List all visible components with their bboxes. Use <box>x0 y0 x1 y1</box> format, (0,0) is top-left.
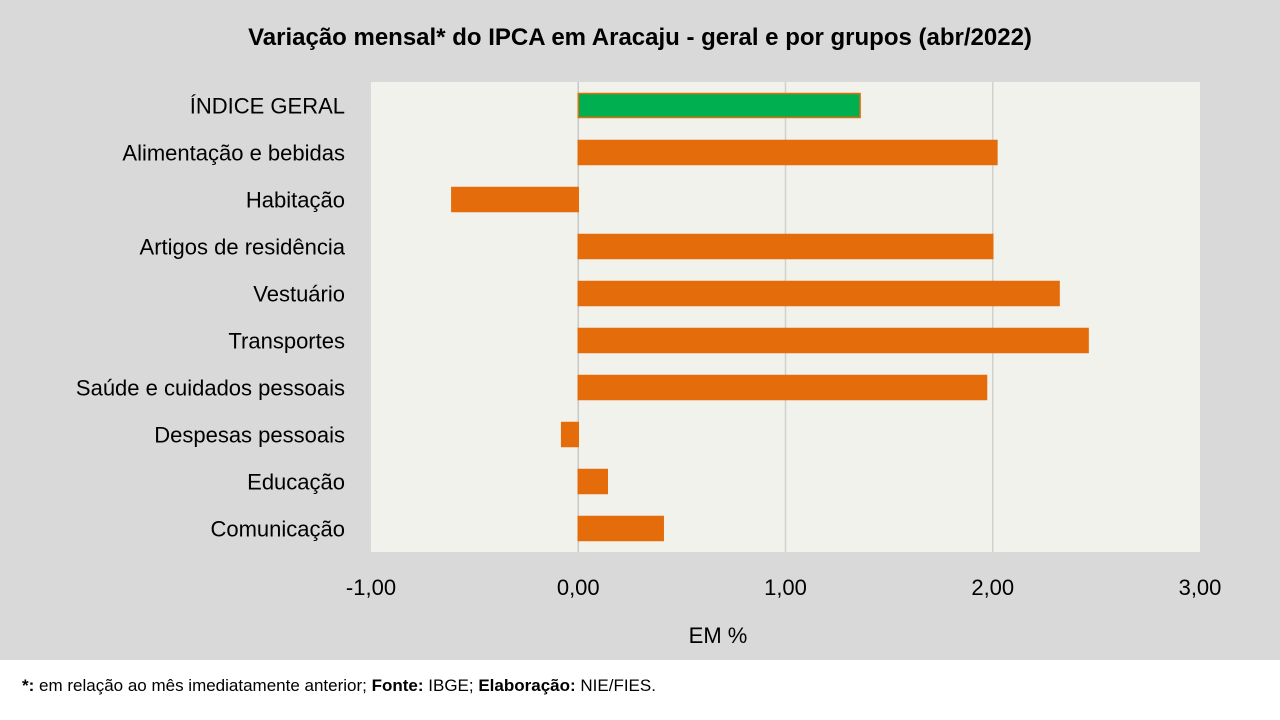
category-label: Habitação <box>246 188 345 213</box>
footnote-elaboration-label: Elaboração: <box>478 676 576 695</box>
footer: *: em relação ao mês imediatamente anter… <box>0 660 1280 720</box>
footnote: *: em relação ao mês imediatamente anter… <box>22 676 656 696</box>
category-label: Artigos de residência <box>140 235 346 260</box>
footnote-source-label: Fonte: <box>371 676 424 695</box>
category-label: Alimentação e bebidas <box>122 141 345 166</box>
x-axis-title: EM % <box>689 623 748 648</box>
category-label: Despesas pessoais <box>154 423 345 448</box>
category-label: Vestuário <box>253 282 345 307</box>
bar <box>577 92 861 119</box>
x-tick-label: 1,00 <box>764 575 807 600</box>
category-label: Transportes <box>228 329 345 354</box>
chart-title: Variação mensal* do IPCA em Aracaju - ge… <box>248 24 1032 51</box>
category-label: Comunicação <box>210 517 345 542</box>
bar <box>577 233 994 260</box>
x-tick-label: 2,00 <box>971 575 1014 600</box>
bar <box>577 327 1089 354</box>
category-label: Saúde e cuidados pessoais <box>76 376 345 401</box>
footnote-mark: *: <box>22 676 35 695</box>
x-tick-label: 0,00 <box>557 575 600 600</box>
bar <box>577 139 998 166</box>
bar <box>577 280 1060 307</box>
footnote-source-text: IBGE; <box>423 676 479 695</box>
x-tick-label: -1,00 <box>346 575 396 600</box>
bar <box>577 515 664 542</box>
bar <box>560 421 579 448</box>
category-label: ÍNDICE GERAL <box>190 94 345 119</box>
footnote-elaboration-text: NIE/FIES. <box>575 676 656 695</box>
bar <box>577 374 988 401</box>
x-tick-label: 3,00 <box>1179 575 1222 600</box>
chart-svg: -1,00 0,00 1,00 2,00 3,00 ÍNDICE GERAL Aliment… <box>76 82 1222 648</box>
footnote-text: em relação ao mês imediatamente anterior… <box>34 676 372 695</box>
bar <box>577 468 609 495</box>
bar <box>451 186 580 213</box>
category-label: Educação <box>247 470 345 495</box>
